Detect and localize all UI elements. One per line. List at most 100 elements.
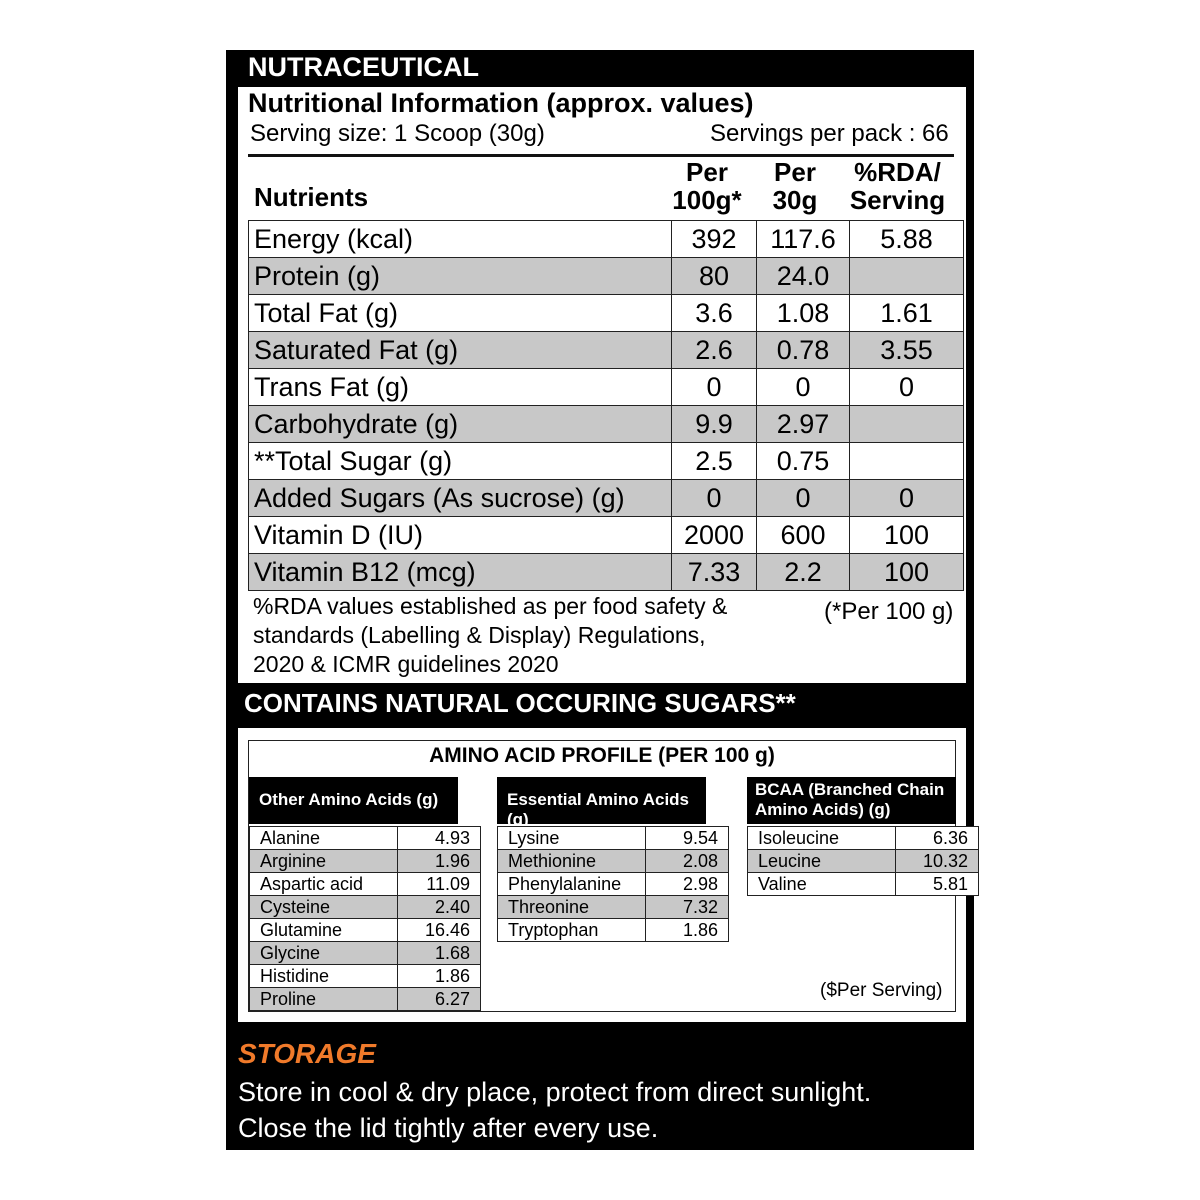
amino-row: Tryptophan 1.86 — [497, 918, 729, 942]
amino-row: Methionine 2.08 — [497, 849, 729, 873]
nutrient-row: Energy (kcal) 392 117.6 5.88 — [248, 220, 964, 258]
brand: NUTRACEUTICAL — [248, 52, 479, 82]
amino-name: Proline — [249, 987, 398, 1011]
nutrient-value: 3.55 — [849, 331, 964, 369]
amino-value: 1.96 — [397, 849, 481, 873]
nutrient-row: Trans Fat (g) 0 0 0 — [248, 368, 964, 406]
amino-row: Phenylalanine 2.98 — [497, 872, 729, 896]
sugars-note: CONTAINS NATURAL OCCURING SUGARS** — [244, 688, 796, 718]
amino-value: 6.36 — [895, 826, 979, 850]
nutrient-value: 117.6 — [756, 220, 850, 258]
footnote-line: standards (Labelling & Display) Regulati… — [253, 622, 706, 648]
nutrition-table: Energy (kcal) 392 117.6 5.88 Protein (g) 80 24… — [248, 220, 964, 591]
amino-name: Alanine — [249, 826, 398, 850]
nutrient-name: Trans Fat (g) — [248, 368, 672, 406]
amino-name: Glycine — [249, 941, 398, 965]
column-header: Nutrients — [254, 182, 369, 212]
nutrient-value: 2.97 — [756, 405, 850, 443]
nutrient-value: 3.6 — [671, 294, 757, 332]
nutrient-value — [849, 405, 964, 443]
amino-value: 16.46 — [397, 918, 481, 942]
storage-title: STORAGE — [238, 1038, 376, 1069]
amino-value: 6.27 — [397, 987, 481, 1011]
amino-row: Leucine 10.32 — [747, 849, 979, 873]
amino-value: 1.68 — [397, 941, 481, 965]
amino-name: Tryptophan — [497, 918, 646, 942]
nutrient-value: 2.6 — [671, 331, 757, 369]
nutrient-value: 100 — [849, 553, 964, 591]
header-rule — [248, 154, 954, 157]
nutrient-name: Saturated Fat (g) — [248, 331, 672, 369]
amino-row: Proline 6.27 — [249, 987, 481, 1011]
nutrient-value — [849, 442, 964, 480]
nutrient-row: **Total Sugar (g) 2.5 0.75 — [248, 442, 964, 480]
nutrient-value: 2.2 — [756, 553, 850, 591]
nutrient-row: Total Fat (g) 3.6 1.08 1.61 — [248, 294, 964, 332]
column-header: %RDA/ Serving — [849, 157, 946, 215]
nutrient-name: Added Sugars (As sucrose) (g) — [248, 479, 672, 517]
nutrient-value: 2.5 — [671, 442, 757, 480]
amino-row: Cysteine 2.40 — [249, 895, 481, 919]
nutrient-value: 0 — [756, 368, 850, 406]
amino-row: Lysine 9.54 — [497, 826, 729, 850]
amino-header: Essential Amino Acids (g) — [497, 777, 706, 829]
amino-row: Alanine 4.93 — [249, 826, 481, 850]
nutrient-value: 9.9 — [671, 405, 757, 443]
footnote-line: 2020 & ICMR guidelines 2020 — [253, 651, 559, 677]
amino-table: Lysine 9.54 Methionine 2.08 Phenylalanine 2.9… — [497, 826, 729, 942]
nutrient-row: Added Sugars (As sucrose) (g) 0 0 0 — [248, 479, 964, 517]
nutrient-name: Total Fat (g) — [248, 294, 672, 332]
nutrient-value — [849, 257, 964, 295]
amino-name: Valine — [747, 872, 896, 896]
amino-value: 4.93 — [397, 826, 481, 850]
column-header: Per 30g — [772, 157, 818, 215]
amino-name: Phenylalanine — [497, 872, 646, 896]
servings-label: Servings per pack : — [710, 120, 916, 147]
amino-header: Other Amino Acids (g) — [249, 777, 458, 824]
nutrient-value: 0.75 — [756, 442, 850, 480]
amino-table: Isoleucine 6.36 Leucine 10.32 Valine 5.81 — [747, 826, 979, 896]
amino-value: 1.86 — [397, 964, 481, 988]
amino-name: Histidine — [249, 964, 398, 988]
amino-value: 2.08 — [645, 849, 729, 873]
amino-value: 11.09 — [397, 872, 481, 896]
amino-header: BCAA (Branched Chain Amino Acids) (g) — [747, 777, 956, 824]
footnote: %RDA values established as per food safe… — [253, 592, 727, 679]
footnote-right: (*Per 100 g) — [824, 598, 954, 625]
amino-row: Threonine 7.32 — [497, 895, 729, 919]
nutrient-row: Vitamin B12 (mcg) 7.33 2.2 100 — [248, 553, 964, 591]
amino-name: Isoleucine — [747, 826, 896, 850]
nutrient-value: 0 — [849, 368, 964, 406]
nutrient-name: Energy (kcal) — [248, 220, 672, 258]
nutrient-value: 0 — [756, 479, 850, 517]
nutrient-row: Protein (g) 80 24.0 — [248, 257, 964, 295]
nutrient-value: 0 — [849, 479, 964, 517]
nutrient-name: Protein (g) — [248, 257, 672, 295]
nutrient-row: Carbohydrate (g) 9.9 2.97 — [248, 405, 964, 443]
amino-name: Methionine — [497, 849, 646, 873]
amino-row: Arginine 1.96 — [249, 849, 481, 873]
amino-value: 5.81 — [895, 872, 979, 896]
nutrient-name: Vitamin D (IU) — [248, 516, 672, 554]
nutrient-value: 7.33 — [671, 553, 757, 591]
nutrient-name: Carbohydrate (g) — [248, 405, 672, 443]
nutrient-row: Vitamin D (IU) 2000 600 100 — [248, 516, 964, 554]
nutrient-value: 5.88 — [849, 220, 964, 258]
nutrient-value: 2000 — [671, 516, 757, 554]
amino-title: AMINO ACID PROFILE (PER 100 g) — [429, 744, 775, 767]
nutrient-value: 0 — [671, 368, 757, 406]
amino-name: Threonine — [497, 895, 646, 919]
nutrient-value: 600 — [756, 516, 850, 554]
servings-value: 66 — [922, 120, 949, 147]
nutrient-name: Vitamin B12 (mcg) — [248, 553, 672, 591]
nutrient-name: **Total Sugar (g) — [248, 442, 672, 480]
amino-row: Isoleucine 6.36 — [747, 826, 979, 850]
amino-value: 10.32 — [895, 849, 979, 873]
amino-value: 7.32 — [645, 895, 729, 919]
amino-name: Glutamine — [249, 918, 398, 942]
column-header: Per 100g* — [672, 157, 742, 215]
storage-line: Close the lid tightly after every use. — [238, 1113, 659, 1143]
amino-name: Leucine — [747, 849, 896, 873]
amino-row: Histidine 1.86 — [249, 964, 481, 988]
amino-name: Arginine — [249, 849, 398, 873]
